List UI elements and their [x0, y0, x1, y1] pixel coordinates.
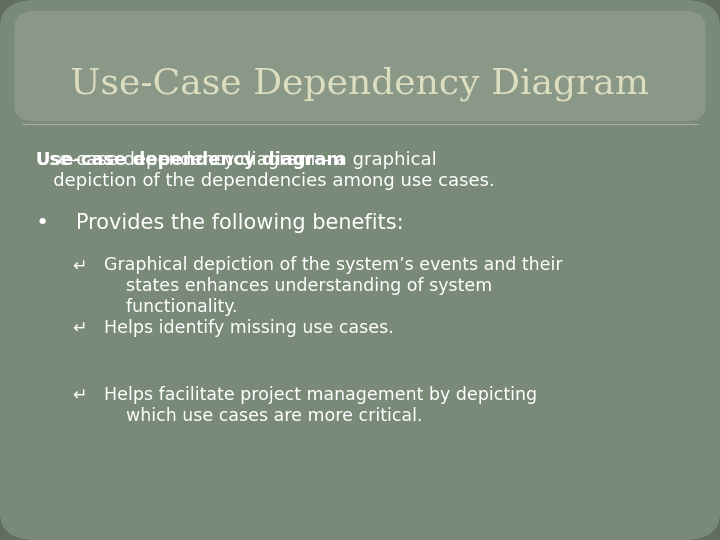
Text: ↵: ↵: [72, 256, 86, 274]
Text: Helps facilitate project management by depicting
    which use cases are more cr: Helps facilitate project management by d…: [104, 386, 538, 425]
Text: Helps identify missing use cases.: Helps identify missing use cases.: [104, 319, 394, 336]
Text: Provides the following benefits:: Provides the following benefits:: [76, 213, 403, 233]
Text: Use-case dependency diagram: Use-case dependency diagram: [36, 151, 345, 169]
Text: ↵: ↵: [72, 386, 86, 404]
Text: Use-Case Dependency Diagram: Use-Case Dependency Diagram: [71, 66, 649, 101]
Text: •: •: [36, 213, 49, 233]
FancyBboxPatch shape: [14, 11, 706, 122]
Text: Use-case dependency diagram – a graphical
   depiction of the dependencies among: Use-case dependency diagram – a graphica…: [36, 151, 495, 190]
Text: ↵: ↵: [72, 319, 86, 336]
Text: Graphical depiction of the system’s events and their
    states enhances underst: Graphical depiction of the system’s even…: [104, 256, 563, 316]
